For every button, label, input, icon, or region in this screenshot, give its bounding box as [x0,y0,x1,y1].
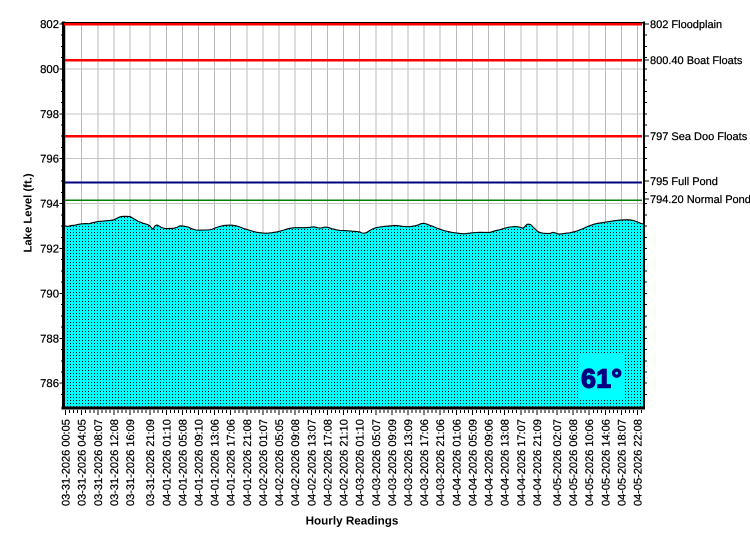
svg-text:04-03-2026 09:09: 04-03-2026 09:09 [387,419,399,506]
svg-text:800.40 Boat Floats: 800.40 Boat Floats [650,55,743,67]
svg-text:Lake Level (ft.): Lake Level (ft.) [22,173,34,252]
svg-text:04-04-2026 05:09: 04-04-2026 05:09 [467,419,479,506]
svg-text:04-02-2026 01:07: 04-02-2026 01:07 [258,419,270,506]
svg-text:03-31-2026 16:09: 03-31-2026 16:09 [125,419,137,506]
svg-text:802: 802 [40,19,59,31]
svg-text:796: 796 [40,154,59,166]
svg-text:04-02-2026 21:10: 04-02-2026 21:10 [339,419,351,506]
svg-text:04-03-2026 13:09: 04-03-2026 13:09 [403,419,415,506]
svg-text:04-05-2026 18:07: 04-05-2026 18:07 [617,419,629,506]
svg-text:797 Sea Doo Floats: 797 Sea Doo Floats [650,131,748,143]
svg-text:792: 792 [40,244,59,256]
svg-text:Hourly Readings: Hourly Readings [306,515,399,528]
svg-text:61°: 61° [581,363,622,393]
svg-text:04-01-2026 05:08: 04-01-2026 05:08 [177,419,189,506]
svg-text:03-31-2026 04:05: 03-31-2026 04:05 [77,419,89,506]
svg-text:04-01-2026 13:06: 04-01-2026 13:06 [210,419,222,506]
svg-text:786: 786 [40,378,59,390]
svg-text:04-01-2026 17:06: 04-01-2026 17:06 [226,419,238,506]
svg-text:04-04-2026 21:09: 04-04-2026 21:09 [532,419,544,506]
svg-text:788: 788 [40,333,59,345]
svg-text:04-04-2026 01:06: 04-04-2026 01:06 [451,419,463,506]
svg-text:04-01-2026 21:08: 04-01-2026 21:08 [242,419,254,506]
svg-text:04-02-2026 09:08: 04-02-2026 09:08 [290,419,302,506]
svg-text:04-05-2026 14:06: 04-05-2026 14:06 [600,419,612,506]
svg-text:03-31-2026 08:07: 03-31-2026 08:07 [93,419,105,506]
svg-text:802 Floodplain: 802 Floodplain [650,19,722,31]
svg-text:04-02-2026 05:05: 04-02-2026 05:05 [274,419,286,506]
svg-text:04-05-2026 06:08: 04-05-2026 06:08 [568,419,580,506]
svg-text:04-03-2026 17:06: 04-03-2026 17:06 [419,419,431,506]
svg-text:04-03-2026 05:07: 04-03-2026 05:07 [371,419,383,506]
svg-text:04-05-2026 22:08: 04-05-2026 22:08 [633,419,645,506]
svg-text:794: 794 [40,199,59,211]
svg-text:04-03-2026 21:06: 04-03-2026 21:06 [435,419,447,506]
svg-text:04-03-2026 01:10: 04-03-2026 01:10 [355,419,367,506]
svg-text:800: 800 [40,64,59,76]
svg-text:794.20 Normal Pond: 794.20 Normal Pond [650,194,750,206]
svg-text:04-02-2026 17:08: 04-02-2026 17:08 [322,419,334,506]
svg-text:03-31-2026 21:09: 03-31-2026 21:09 [145,419,157,506]
svg-text:03-31-2026 00:05: 03-31-2026 00:05 [61,419,73,506]
svg-text:04-05-2026 02:07: 04-05-2026 02:07 [552,419,564,506]
svg-text:04-01-2026 01:10: 04-01-2026 01:10 [161,419,173,506]
svg-text:03-31-2026 12:08: 03-31-2026 12:08 [109,419,121,506]
svg-text:790: 790 [40,288,59,300]
svg-text:798: 798 [40,109,59,121]
svg-text:795 Full Pond: 795 Full Pond [650,176,718,188]
svg-text:04-02-2026 13:07: 04-02-2026 13:07 [306,419,318,506]
svg-text:04-04-2026 09:06: 04-04-2026 09:06 [484,419,496,506]
svg-text:04-01-2026 09:10: 04-01-2026 09:10 [194,419,206,506]
svg-text:04-04-2026 13:08: 04-04-2026 13:08 [500,419,512,506]
svg-text:04-05-2026 10:06: 04-05-2026 10:06 [584,419,596,506]
svg-text:04-04-2026 17:07: 04-04-2026 17:07 [516,419,528,506]
